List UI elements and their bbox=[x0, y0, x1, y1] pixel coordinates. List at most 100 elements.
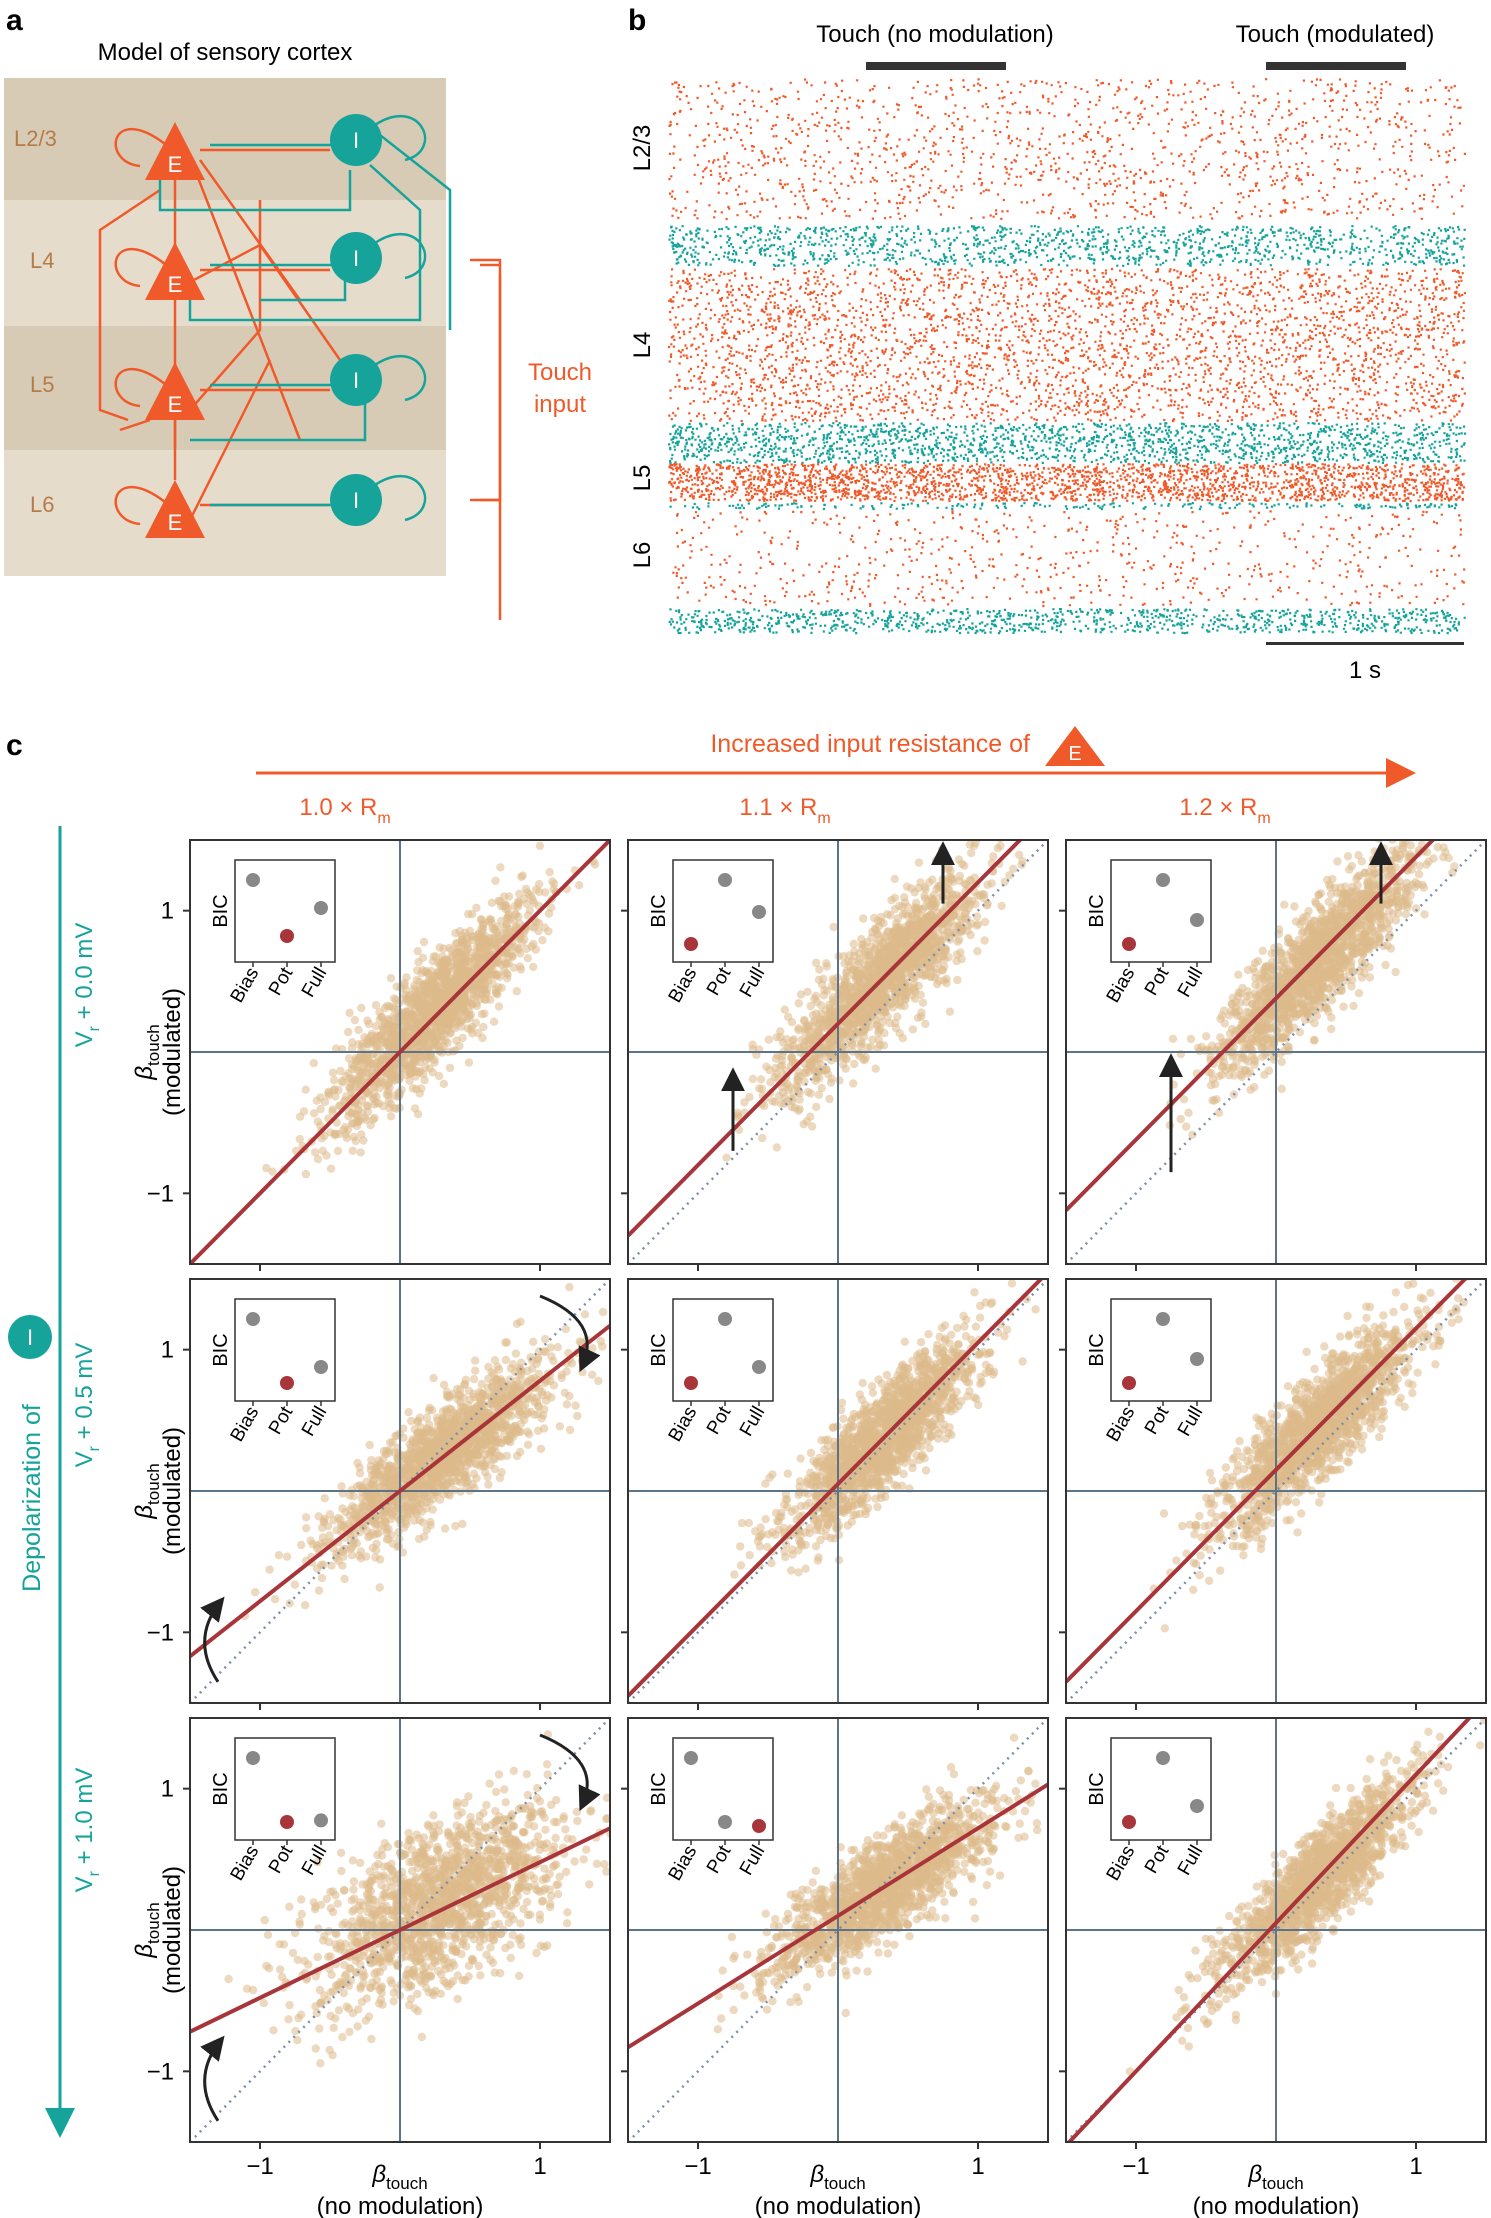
bic-point bbox=[752, 905, 766, 919]
scatter-point bbox=[1443, 819, 1451, 827]
scatter-point bbox=[492, 988, 501, 997]
scatter-point bbox=[418, 953, 428, 962]
scatter-point bbox=[811, 1009, 821, 1018]
bic-model-label: Bias bbox=[227, 964, 264, 1007]
row-label: Vr + 1.0 mV bbox=[71, 1768, 103, 1893]
scatter-point bbox=[1251, 1036, 1260, 1046]
scatter-point bbox=[504, 911, 513, 920]
stim-bar-mod bbox=[1266, 62, 1406, 70]
scatter-point bbox=[891, 931, 901, 940]
scatter-point bbox=[1411, 904, 1421, 913]
scatter-point bbox=[424, 987, 433, 996]
exc-self-loop bbox=[114, 248, 166, 288]
bic-model-label: Pot bbox=[265, 963, 298, 999]
scatter-point bbox=[989, 852, 998, 861]
scatter-point bbox=[901, 979, 910, 988]
scatter-point bbox=[886, 911, 895, 920]
scatter-point bbox=[386, 974, 396, 983]
scatter-point bbox=[392, 1104, 401, 1114]
row-label: Vr + 0.5 mV bbox=[71, 1343, 103, 1468]
scatter-point bbox=[1290, 902, 1299, 911]
scatter-point bbox=[885, 1018, 895, 1028]
scatter-point bbox=[943, 865, 953, 874]
spike-raster bbox=[668, 78, 1467, 635]
scatter-point bbox=[1406, 841, 1416, 850]
scatter-point bbox=[964, 896, 973, 905]
scatter-point bbox=[1348, 975, 1357, 985]
scatter-point bbox=[814, 1090, 824, 1100]
scatter-point bbox=[443, 975, 452, 985]
scatter-point bbox=[757, 1084, 767, 1094]
scatter-point bbox=[1302, 912, 1311, 921]
scatter-point bbox=[1365, 963, 1374, 972]
scatter-point bbox=[413, 1110, 423, 1119]
fit-line bbox=[1066, 840, 1436, 1212]
scatter-point bbox=[1412, 823, 1420, 831]
scatter-point bbox=[357, 1078, 366, 1088]
bic-point bbox=[314, 901, 328, 915]
scatter-point bbox=[451, 939, 461, 948]
scatter-point bbox=[352, 1121, 362, 1131]
scatter-point bbox=[794, 1024, 803, 1033]
scatter-point bbox=[967, 848, 976, 858]
scatter-point bbox=[756, 1075, 766, 1084]
scatter-point bbox=[313, 1155, 323, 1164]
scatter-point bbox=[410, 1023, 420, 1033]
scatter-point bbox=[860, 1055, 869, 1065]
scatter-point bbox=[849, 1079, 858, 1088]
scatter-point bbox=[794, 1076, 803, 1085]
bic-point bbox=[718, 873, 732, 887]
scatter-point bbox=[913, 1013, 923, 1022]
scatter-point bbox=[809, 1031, 819, 1040]
scatter-point bbox=[807, 1122, 817, 1131]
raster-label-l6: L6 bbox=[629, 542, 656, 569]
i-neuron bbox=[330, 474, 382, 526]
scale-bar bbox=[1266, 642, 1464, 645]
row-label-value: + 1.0 mV bbox=[71, 1768, 98, 1871]
scatter-point bbox=[1300, 978, 1309, 988]
scatter-point bbox=[837, 1044, 846, 1053]
scatter-point bbox=[906, 931, 916, 941]
scatter-point bbox=[471, 951, 480, 960]
scatter-point bbox=[348, 1038, 357, 1047]
scatter-point bbox=[1344, 899, 1354, 908]
scatter-point bbox=[938, 966, 947, 975]
scatter-point bbox=[1346, 961, 1356, 971]
scatter-point bbox=[927, 902, 936, 911]
scatter-point bbox=[996, 840, 1004, 843]
scatter-point bbox=[900, 893, 909, 902]
scatter-point bbox=[866, 997, 875, 1006]
stim-label-mod: Touch (modulated) bbox=[1236, 21, 1435, 48]
scatter-point bbox=[873, 916, 882, 925]
scatter-point bbox=[897, 963, 907, 972]
scatter-point bbox=[1365, 932, 1375, 942]
scatter-point bbox=[1388, 909, 1398, 918]
scatter-point bbox=[1276, 949, 1286, 958]
scatter-point bbox=[1333, 954, 1342, 963]
scatter-point bbox=[1324, 897, 1334, 906]
bic-model-label: Pot bbox=[1141, 963, 1174, 999]
scatter-point bbox=[1374, 912, 1383, 921]
scatter-point bbox=[420, 1075, 429, 1085]
scatter-point bbox=[394, 1006, 403, 1015]
scatter-point bbox=[357, 1003, 366, 1013]
scatter-point bbox=[412, 1014, 422, 1023]
scatter-point bbox=[812, 1102, 821, 1112]
scatter-point bbox=[1014, 850, 1024, 859]
scatter-point bbox=[890, 995, 900, 1005]
scatter-point bbox=[1387, 861, 1396, 870]
scatter-point bbox=[1329, 972, 1339, 981]
scatter-point bbox=[1373, 934, 1382, 944]
scatter-point bbox=[1354, 851, 1363, 860]
scatter-point bbox=[432, 972, 441, 981]
scatter-point bbox=[1436, 805, 1444, 813]
scatter-point bbox=[328, 1068, 338, 1077]
scatter-point bbox=[401, 1007, 410, 1016]
scatter-point bbox=[512, 987, 521, 996]
inh-wire bbox=[188, 164, 422, 322]
scatter-point bbox=[810, 994, 819, 1003]
